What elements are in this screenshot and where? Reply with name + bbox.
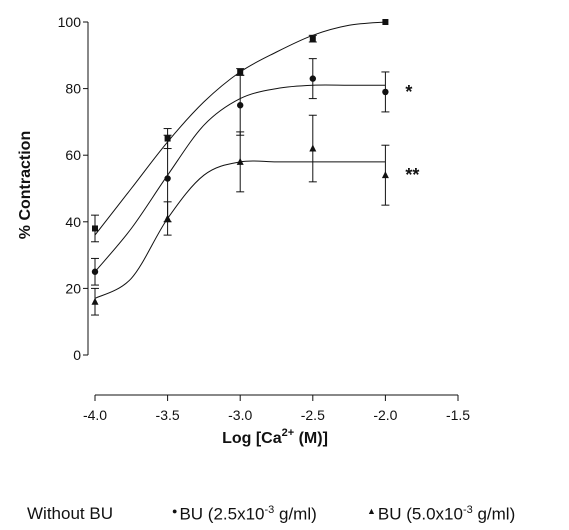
data-point-square bbox=[237, 68, 244, 75]
y-axis: 0 20 40 60 80 100 bbox=[58, 14, 89, 363]
data-point-triangle bbox=[381, 171, 389, 179]
y-axis-title: % Contraction bbox=[17, 131, 34, 239]
y-tick-label: 80 bbox=[65, 81, 81, 97]
data-point-circle bbox=[164, 175, 171, 182]
significance-marker: ** bbox=[405, 165, 419, 185]
data-point-triangle bbox=[236, 157, 244, 165]
y-tick-label: 0 bbox=[73, 347, 81, 363]
x-axis-title: Log [Ca2+ (M)] bbox=[222, 427, 328, 447]
x-tick-label: -3.5 bbox=[156, 407, 180, 423]
x-axis: -4.0 -3.5 -3.0 -2.5 -2.0 -1.5 bbox=[83, 394, 470, 423]
legend-label: BU (2.5x10 bbox=[179, 504, 265, 524]
y-tick-label: 20 bbox=[65, 280, 81, 296]
legend: Without BU ● BU (2.5x10-3 g/ml) ▲ BU (5.0x… bbox=[0, 496, 569, 528]
circle-marker-icon: ● bbox=[172, 505, 178, 516]
y-tick-label: 60 bbox=[65, 147, 81, 163]
x-tick-label: -4.0 bbox=[83, 407, 107, 423]
data-point-circle bbox=[237, 102, 244, 109]
legend-item-bu-2-5: ● BU (2.5x10-3 g/ml) bbox=[172, 504, 317, 524]
data-point-circle bbox=[382, 88, 389, 96]
data-point-circle bbox=[309, 75, 316, 82]
significance-marker: * bbox=[405, 82, 412, 102]
data-point-circle bbox=[91, 268, 99, 275]
legend-label: Without BU bbox=[27, 504, 113, 523]
legend-item-bu-5-0: ▲ BU (5.0x10-3 g/ml) bbox=[367, 504, 516, 524]
x-tick-label: -3.0 bbox=[228, 407, 252, 423]
data-point-square bbox=[164, 135, 171, 142]
significance-annotations: *** bbox=[405, 82, 419, 185]
data-point-square bbox=[382, 19, 389, 25]
x-tick-label: -2.5 bbox=[301, 407, 325, 423]
legend-label: BU (5.0x10 bbox=[377, 504, 463, 524]
data-point-square bbox=[309, 35, 316, 42]
y-tick-label: 40 bbox=[65, 214, 81, 230]
data-point-triangle bbox=[91, 297, 99, 305]
triangle-marker-icon: ▲ bbox=[367, 505, 376, 516]
data-point-triangle bbox=[309, 144, 317, 152]
data-point-triangle bbox=[164, 214, 172, 222]
data-point-square bbox=[92, 225, 98, 232]
x-tick-label: -1.5 bbox=[446, 407, 470, 423]
legend-item-without-bu: Without BU bbox=[27, 504, 113, 524]
data-points bbox=[91, 19, 389, 305]
x-tick-label: -2.0 bbox=[373, 407, 397, 423]
y-tick-label: 100 bbox=[58, 14, 82, 30]
